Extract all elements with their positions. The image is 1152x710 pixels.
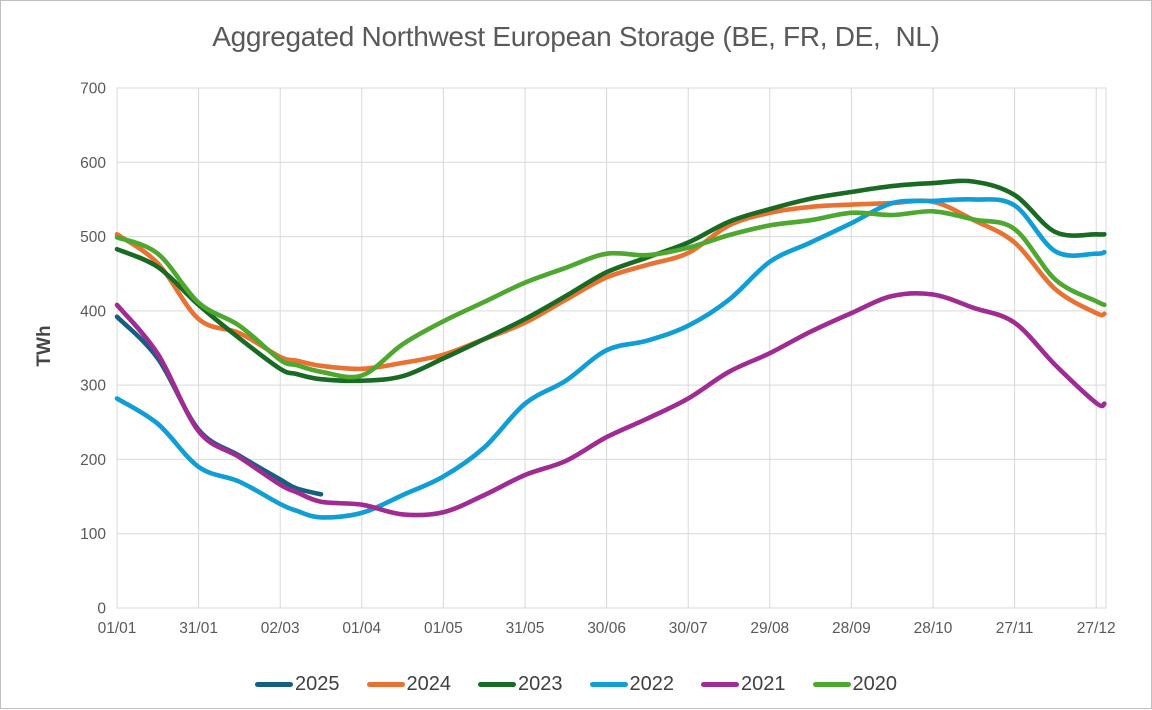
legend-item-2021: 2021	[701, 673, 786, 696]
series-line-2021	[114, 290, 1107, 518]
legend-item-2024: 2024	[366, 673, 452, 696]
legend-label: 2023	[518, 673, 563, 695]
legend-item-2023: 2023	[478, 673, 563, 696]
series-line-2024	[114, 198, 1107, 372]
legend-swatch-2020	[812, 682, 851, 687]
y-axis-tick-label: 600	[80, 155, 106, 172]
legend-label: 2025	[295, 673, 340, 695]
x-axis-tick-label: 31/05	[506, 620, 545, 637]
y-axis-tick-label: 300	[80, 378, 106, 395]
legend-swatch-2021	[701, 682, 739, 687]
x-axis-tick-label: 01/05	[424, 620, 463, 637]
y-axis-title: TWh	[34, 325, 55, 367]
legend-item-2020: 2020	[812, 673, 898, 696]
x-axis-tick-label: 28/09	[832, 620, 871, 637]
x-axis-tick-label: 01/04	[342, 620, 381, 637]
series-line-2020	[114, 208, 1107, 380]
legend-label: 2021	[741, 673, 786, 695]
legend-label: 2020	[852, 673, 898, 695]
series-line-2023	[114, 178, 1107, 384]
x-axis-tick-label: 31/01	[179, 620, 218, 637]
legend-item-2022: 2022	[589, 673, 675, 696]
y-axis-tick-label: 400	[80, 303, 106, 320]
legend-label: 2022	[629, 673, 675, 695]
x-axis-tick-label: 30/06	[587, 620, 626, 637]
y-axis-tick-label: 0	[97, 601, 106, 618]
y-axis-tick-label: 700	[80, 81, 106, 98]
chart-legend: 2025 2024 2023 2022 2021 2020	[1, 673, 1151, 696]
x-axis-tick-label: 28/10	[914, 620, 953, 637]
x-axis-tick-label: 27/12	[1077, 620, 1116, 637]
y-axis-tick-label: 100	[80, 526, 106, 543]
y-axis-tick-label: 500	[80, 229, 106, 246]
legend-swatch-2025	[255, 682, 293, 687]
x-axis-tick-label: 01/01	[98, 620, 137, 637]
x-axis-tick-label: 30/07	[669, 620, 708, 637]
legend-swatch-2023	[478, 682, 516, 687]
x-axis-tick-label: 27/11	[996, 620, 1034, 637]
x-axis-tick-label: 02/03	[261, 620, 300, 637]
series-line-2022	[114, 196, 1107, 520]
chart-title: Aggregated Northwest European Storage (B…	[212, 21, 940, 52]
x-axis-tick-label: 29/08	[750, 620, 789, 637]
legend-label: 2024	[406, 673, 452, 695]
legend-swatch-2022	[589, 682, 628, 687]
plot-border	[116, 87, 1107, 609]
legend-item-2025: 2025	[255, 673, 340, 696]
legend-swatch-2024	[366, 682, 405, 687]
y-axis-tick-label: 200	[80, 452, 106, 469]
